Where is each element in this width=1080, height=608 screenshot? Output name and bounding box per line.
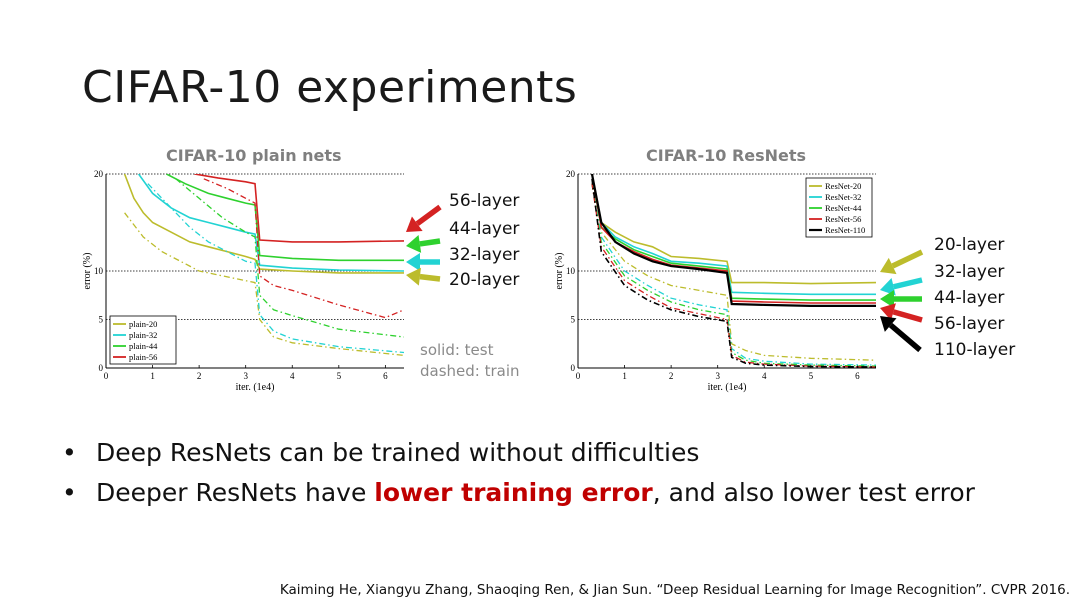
legend-note: solid: test dashed: train [420, 340, 520, 382]
x-tick-label: 3 [243, 371, 248, 381]
arrow-label: 56-layer [449, 191, 520, 211]
y-tick-label: 10 [566, 266, 576, 276]
annotation-arrow [880, 249, 924, 275]
x-tick-label: 2 [669, 371, 674, 381]
x-tick-label: 6 [383, 371, 388, 381]
arrow-label: 32-layer [934, 262, 1005, 282]
series-test-plain-32 [137, 174, 404, 272]
y-tick-label: 20 [94, 169, 104, 179]
x-tick-label: 0 [576, 371, 581, 381]
series-train-plain-32 [147, 183, 404, 354]
citation: Kaiming He, Xiangyu Zhang, Shaoqing Ren,… [279, 582, 1070, 598]
legend-label: plain-44 [129, 341, 158, 351]
arrow-label: 56-layer [934, 314, 1005, 334]
legend-label: ResNet-110 [825, 225, 865, 235]
legend-label: plain-32 [129, 330, 157, 340]
series-train-ResNet-20 [591, 183, 876, 361]
series-test-ResNet-32 [591, 174, 876, 296]
x-tick-label: 4 [762, 371, 767, 381]
arrow-label: 20-layer [449, 270, 520, 290]
arrow-label: 20-layer [934, 235, 1005, 255]
annotation-arrow [880, 277, 923, 296]
legend-label: plain-20 [129, 319, 157, 329]
legend-label: ResNet-20 [825, 181, 861, 191]
arrow-label: 44-layer [449, 219, 520, 239]
series-train-plain-20 [124, 212, 404, 357]
bullet-highlight: lower training error [374, 477, 653, 507]
y-tick-label: 5 [99, 315, 104, 325]
x-tick-label: 5 [809, 371, 814, 381]
series-train-ResNet-56 [591, 183, 876, 368]
series-train-plain-44 [175, 178, 404, 338]
bullet-item-2: • Deeper ResNets have lower training err… [62, 472, 975, 512]
y-tick-label: 0 [99, 363, 104, 373]
y-tick-label: 5 [571, 315, 576, 325]
note-solid: solid: test [420, 341, 494, 359]
series-test-ResNet-20 [591, 174, 876, 285]
annotation-arrow [880, 303, 923, 323]
series-train-ResNet-32 [591, 183, 876, 366]
slide-title: CIFAR-10 experiments [82, 62, 578, 113]
series-test-plain-44 [166, 174, 404, 262]
resnets-chart: 0 5 10 20 0 1 2 3 4 5 6 iter. (1e4) error (%) ResNet-… [554, 169, 876, 393]
y-axis-label: error (%) [82, 253, 93, 290]
annotation-arrow [406, 253, 440, 271]
series-test-ResNet-110 [590, 174, 876, 307]
annotation-arrow [880, 316, 922, 353]
legend-label: ResNet-32 [825, 192, 861, 202]
x-axis-label: iter. (1e4) [708, 382, 747, 393]
series-train-ResNet-110 [591, 178, 876, 368]
bullet-text-2a: Deeper ResNets have [96, 477, 375, 507]
x-tick-label: 0 [104, 371, 109, 381]
bullet-item-1: • Deep ResNets can be trained without di… [62, 432, 975, 472]
bullet-text-2b: , and also lower test error [652, 477, 975, 507]
bullet-text-1: Deep ResNets can be trained without diff… [96, 437, 700, 467]
x-tick-label: 3 [715, 371, 720, 381]
x-axis-label: iter. (1e4) [236, 382, 275, 393]
arrow-label: 32-layer [449, 245, 520, 265]
series-test-plain-20 [123, 174, 404, 274]
arrow-label: 44-layer [934, 288, 1005, 308]
arrow-label: 110-layer [934, 340, 1016, 360]
bullet-dot: • [62, 477, 77, 507]
x-tick-label: 4 [290, 371, 295, 381]
plain-nets-chart: 0 5 10 20 0 1 2 3 4 5 6 iter. (1e4) error (%) plain-2… [82, 169, 404, 393]
x-tick-label: 1 [150, 371, 155, 381]
x-tick-label: 5 [337, 371, 342, 381]
annotation-arrow [880, 290, 922, 308]
series-test-plain-56 [194, 174, 404, 243]
legend-label: ResNet-44 [825, 203, 862, 213]
note-dashed: dashed: train [420, 362, 520, 380]
x-tick-label: 6 [855, 371, 860, 381]
bullet-dot: • [62, 437, 77, 467]
y-tick-label: 10 [94, 266, 104, 276]
chart-title-resnet: CIFAR-10 ResNets [646, 146, 807, 165]
bullet-list: • Deep ResNets can be trained without di… [62, 432, 975, 512]
y-tick-label: 20 [566, 169, 576, 179]
annotation-arrow [406, 204, 442, 232]
y-tick-label: 0 [571, 363, 576, 373]
y-axis-label: error (%) [554, 253, 565, 290]
legend-label: plain-56 [129, 352, 157, 362]
legend-label: ResNet-56 [825, 214, 861, 224]
chart-title-plain: CIFAR-10 plain nets [166, 146, 342, 165]
annotation-arrow [406, 235, 441, 253]
series-train-plain-56 [203, 178, 404, 319]
x-tick-label: 1 [622, 371, 627, 381]
x-tick-label: 2 [197, 371, 202, 381]
annotation-arrow [406, 267, 441, 286]
